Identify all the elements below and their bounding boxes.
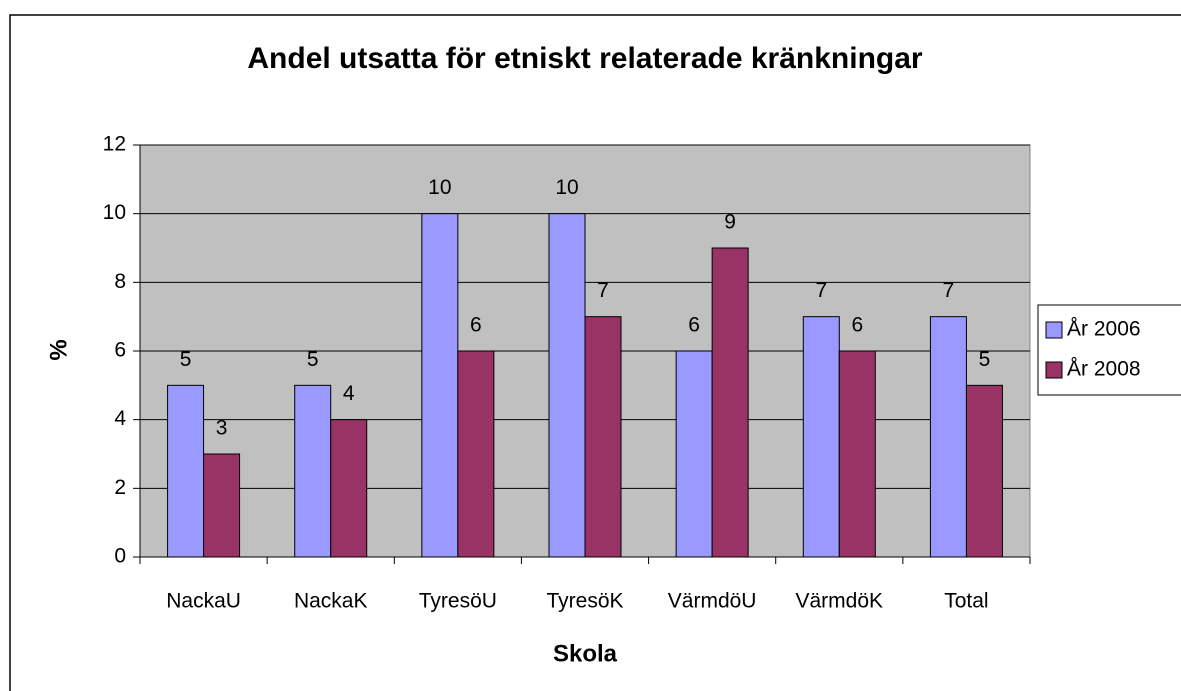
y-tick-label: 10 — [103, 201, 126, 224]
bar — [675, 350, 713, 558]
data-label: 7 — [815, 279, 827, 302]
bar — [965, 384, 1003, 558]
bar — [167, 384, 205, 558]
x-tick-label: VärmdöU — [668, 590, 757, 613]
data-label: 9 — [724, 211, 736, 234]
legend-label: År 2008 — [1067, 358, 1141, 381]
bar — [330, 419, 368, 558]
bar — [421, 213, 459, 558]
legend — [1037, 304, 1181, 396]
y-tick-label: 2 — [114, 476, 126, 499]
bar — [457, 350, 495, 558]
y-tick-label: 8 — [114, 270, 126, 293]
data-label: 10 — [428, 176, 451, 199]
chart-title: Andel utsatta för etniskt relaterade krä… — [247, 42, 923, 75]
data-label: 5 — [307, 348, 319, 371]
data-label: 10 — [555, 176, 578, 199]
data-label: 7 — [943, 279, 955, 302]
data-label: 6 — [470, 314, 482, 337]
legend-label: År 2006 — [1067, 318, 1141, 341]
y-axis-title: % — [45, 339, 72, 360]
data-label: 5 — [979, 348, 991, 371]
bar — [294, 384, 332, 558]
data-label: 5 — [180, 348, 192, 371]
x-tick-label: NackaU — [166, 590, 241, 613]
bar — [548, 213, 586, 558]
x-tick-label: NackaK — [294, 590, 368, 613]
data-label: 3 — [216, 417, 228, 440]
bar — [929, 316, 967, 558]
data-label: 6 — [851, 314, 863, 337]
legend-swatch — [1045, 361, 1063, 379]
x-tick-label: VärmdöK — [796, 590, 884, 613]
bar — [584, 316, 622, 558]
y-tick-label: 4 — [114, 407, 126, 430]
data-label: 7 — [597, 279, 609, 302]
y-tick-label: 6 — [114, 339, 126, 362]
legend-swatch — [1045, 321, 1063, 339]
bar — [802, 316, 840, 558]
bar — [203, 453, 241, 558]
y-tick-label: 0 — [114, 545, 126, 568]
y-tick-label: 12 — [103, 133, 126, 156]
data-label: 4 — [343, 382, 355, 405]
x-tick-label: TyresöK — [546, 590, 623, 613]
bar — [838, 350, 876, 558]
x-tick-label: Total — [944, 590, 988, 613]
bar — [711, 247, 749, 558]
data-label: 6 — [688, 314, 700, 337]
x-axis-title: Skola — [553, 640, 618, 667]
x-tick-label: TyresöU — [419, 590, 497, 613]
